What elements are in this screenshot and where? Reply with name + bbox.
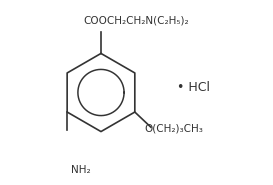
- Text: COOCH₂CH₂N(C₂H₅)₂: COOCH₂CH₂N(C₂H₅)₂: [84, 15, 189, 25]
- Text: • HCl: • HCl: [177, 81, 210, 94]
- Text: NH₂: NH₂: [71, 165, 90, 175]
- Text: O(CH₂)₃CH₃: O(CH₂)₃CH₃: [144, 123, 203, 133]
